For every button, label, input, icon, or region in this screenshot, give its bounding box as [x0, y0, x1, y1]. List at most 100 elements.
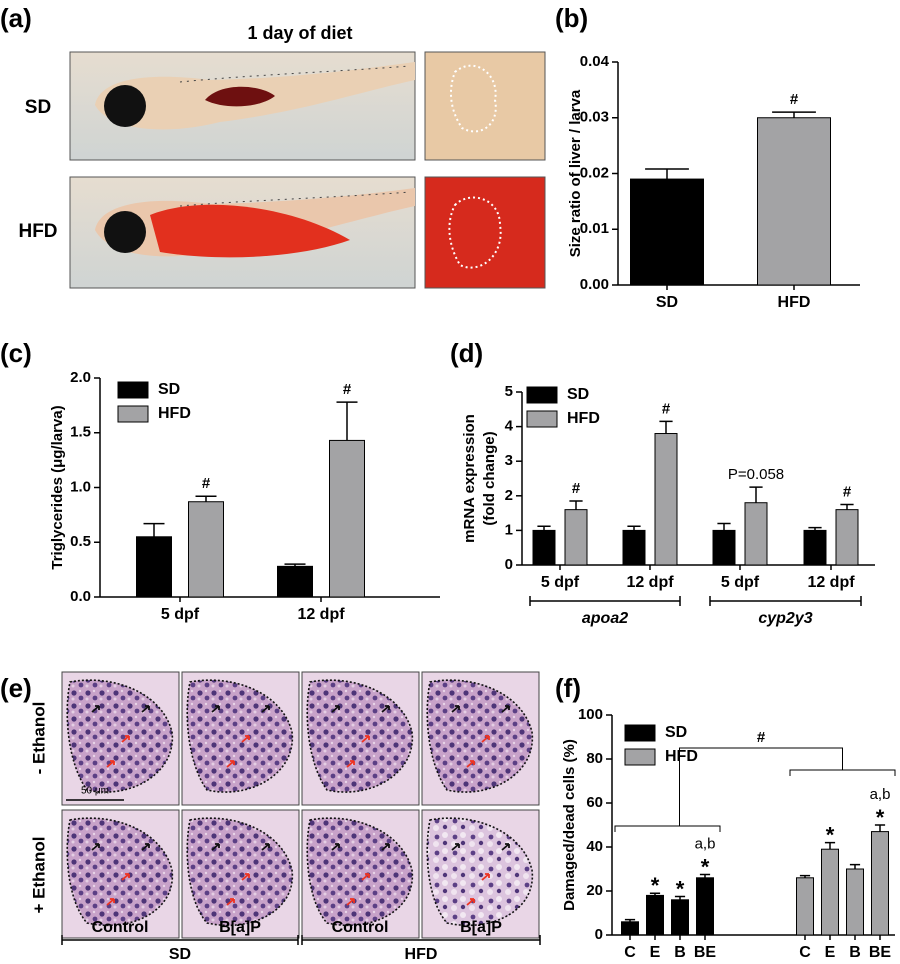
arrow	[121, 873, 130, 881]
arrow	[261, 843, 270, 851]
y-tick-label: 0.02	[580, 164, 609, 181]
annotation: #	[572, 480, 581, 497]
y-tick-label: 0.0	[70, 588, 91, 605]
y-tick-label: 0.00	[580, 276, 609, 293]
y-tick-label: 2.0	[70, 369, 91, 386]
error-bar	[284, 563, 306, 567]
arrow	[331, 705, 340, 713]
bar	[630, 178, 704, 286]
tissue	[426, 817, 534, 927]
legend-swatch	[624, 748, 656, 766]
error-bar	[195, 495, 217, 502]
bar	[622, 529, 646, 566]
arrow	[141, 843, 150, 851]
arrow	[141, 705, 150, 713]
column-label: Control	[92, 919, 149, 936]
legend-label: SD	[665, 724, 687, 741]
error-bar	[627, 525, 641, 531]
arrow	[481, 873, 490, 881]
annotation: P=0.058	[728, 466, 784, 483]
y-tick-label: 1.5	[70, 424, 91, 441]
row-label: + Ethanol	[29, 837, 48, 914]
column-label: Control	[332, 919, 389, 936]
legend-swatch	[526, 410, 558, 428]
panel-label: (c)	[0, 338, 32, 368]
arrow	[501, 843, 510, 851]
liver-inset-hfd	[424, 176, 546, 289]
legend-label: HFD	[567, 410, 600, 427]
error-bar	[772, 111, 816, 118]
scale-label: 50 μm	[81, 786, 109, 797]
x-tick-label: BE	[869, 944, 892, 961]
group-bracket	[61, 935, 541, 945]
error-bar	[624, 918, 636, 922]
legend-swatch	[117, 405, 149, 423]
x-tick-label: HFD	[778, 294, 811, 311]
y-tick-label: 0	[595, 926, 603, 943]
bar	[277, 565, 313, 598]
column-label: B[a]P	[219, 919, 261, 936]
annotation: #	[662, 400, 671, 417]
arrow	[381, 843, 390, 851]
row-label: - Ethanol	[29, 702, 48, 775]
y-tick-label: 80	[586, 750, 603, 767]
bar	[871, 831, 889, 936]
error-bar	[143, 522, 165, 537]
y-tick-label: 0.04	[580, 53, 610, 70]
x-tick-label: BE	[694, 944, 717, 961]
group-label: SD	[169, 946, 191, 963]
tissue	[186, 817, 294, 927]
x-tick-label: E	[650, 944, 661, 961]
bar	[796, 877, 814, 936]
y-tick-label: 0.03	[580, 109, 609, 126]
bar	[646, 894, 664, 936]
y-tick-label: 3	[505, 452, 513, 469]
arrow	[361, 735, 370, 743]
bar	[846, 868, 864, 936]
bar	[671, 899, 689, 936]
panel-label: (a)	[0, 3, 32, 33]
arrow	[466, 760, 475, 768]
tissue	[306, 817, 414, 927]
arrow	[241, 735, 250, 743]
error-bar	[659, 420, 673, 434]
x-tick-label: 12 dpf	[626, 574, 674, 591]
tissue	[66, 817, 174, 927]
panel-label: (f)	[555, 673, 581, 703]
y-tick-label: 0	[505, 556, 513, 573]
y-tick-label: 20	[586, 882, 603, 899]
column-label: B[a]P	[460, 919, 502, 936]
legend-label: SD	[158, 381, 180, 398]
annotation: *	[876, 805, 885, 830]
annotation: a,b	[695, 835, 716, 852]
annotation: *	[676, 876, 685, 901]
x-tick-label: B	[674, 944, 686, 961]
x-tick-label: B	[849, 944, 861, 961]
arrow	[451, 705, 460, 713]
error-bar	[749, 486, 763, 503]
error-bar	[717, 522, 731, 531]
arrow	[106, 760, 115, 768]
bar	[744, 502, 768, 566]
bar	[654, 433, 678, 566]
error-bar	[849, 863, 861, 869]
arrow	[346, 760, 355, 768]
arrow	[241, 873, 250, 881]
liver-inset-sd	[424, 51, 546, 161]
bar	[835, 509, 859, 566]
bar	[621, 921, 639, 936]
group-label: apoa2	[582, 610, 628, 627]
x-tick-label: SD	[656, 294, 678, 311]
group-bracket	[709, 596, 862, 606]
annotation: *	[701, 854, 710, 879]
y-tick-label: 0.01	[580, 220, 609, 237]
y-axis-label: (fold change)	[481, 431, 498, 525]
legend-swatch	[117, 381, 149, 399]
annotation: #	[790, 91, 799, 108]
arrow	[211, 843, 220, 851]
arrow	[106, 898, 115, 906]
error-bar	[874, 824, 886, 832]
legend-label: SD	[567, 386, 589, 403]
y-axis-label: mRNA expression	[461, 414, 478, 543]
